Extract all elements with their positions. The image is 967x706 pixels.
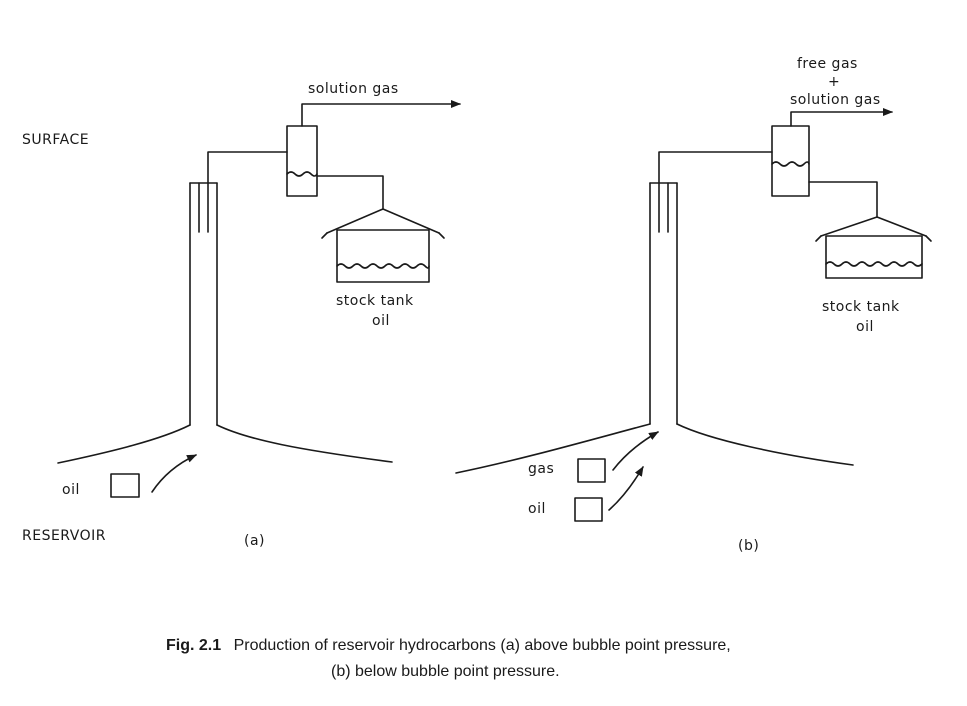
reservoir-label: RESERVOIR (22, 528, 106, 544)
flow-arrow-a (151, 454, 197, 493)
panel-a: solution gas stock tank oil oil (a) (57, 81, 461, 549)
stock-tank-label-b-1: stock tank (822, 299, 900, 315)
panel-a-tag: (a) (244, 533, 265, 549)
gas-parcel-b (577, 458, 606, 483)
oil-parcel-b (574, 497, 603, 522)
reservoir-boundary-a-right (216, 424, 393, 463)
reservoir-boundary-a (57, 424, 191, 464)
wellbore-b (649, 182, 678, 425)
caption-line-2: (b) below bubble point pressure. (331, 663, 560, 680)
caption-line-1-text: Production of reservoir hydrocarbons (a)… (234, 637, 731, 654)
wellbore-a (189, 182, 218, 426)
stock-tank-label-b-2: oil (856, 319, 874, 335)
surface-label: SURFACE (22, 132, 89, 148)
separator-a (286, 125, 318, 197)
stock-tank-a (321, 208, 445, 283)
oil-parcel-a (110, 473, 140, 498)
separator-b (771, 125, 810, 197)
stock-tank-label-a-2: oil (372, 313, 390, 329)
gas-outlet-b (790, 108, 893, 127)
oil-line-b (808, 181, 878, 218)
stock-tank-b (815, 216, 932, 279)
oil-label-b: oil (528, 501, 546, 517)
gas-flow-arrow-b (612, 431, 659, 471)
solution-gas-label-a: solution gas (308, 81, 399, 97)
caption-figure-number: Fig. 2.1 (166, 637, 221, 654)
gas-label-b: gas (528, 461, 554, 477)
panel-b-tag: (b) (738, 538, 759, 554)
figure-caption: Fig. 2.1 Production of reservoir hydroca… (166, 637, 731, 680)
caption-line-1: Fig. 2.1 Production of reservoir hydroca… (166, 637, 731, 654)
solution-gas-label-b: solution gas (790, 92, 881, 108)
panel-b: free gas + solution gas stock tank oil g… (455, 56, 932, 554)
stock-tank-label-a-1: stock tank (336, 293, 414, 309)
oil-line-a (316, 175, 384, 210)
oil-label-a: oil (62, 482, 80, 498)
free-gas-label-b: free gas (797, 56, 858, 72)
reservoir-boundary-b (455, 423, 651, 474)
oil-flow-arrow-b (608, 466, 644, 511)
solution-gas-outlet-a (301, 100, 461, 127)
flowline-b (658, 151, 773, 184)
reservoir-boundary-b-right (676, 423, 854, 466)
flowline-a (207, 151, 288, 184)
plus-label-b: + (828, 74, 840, 90)
